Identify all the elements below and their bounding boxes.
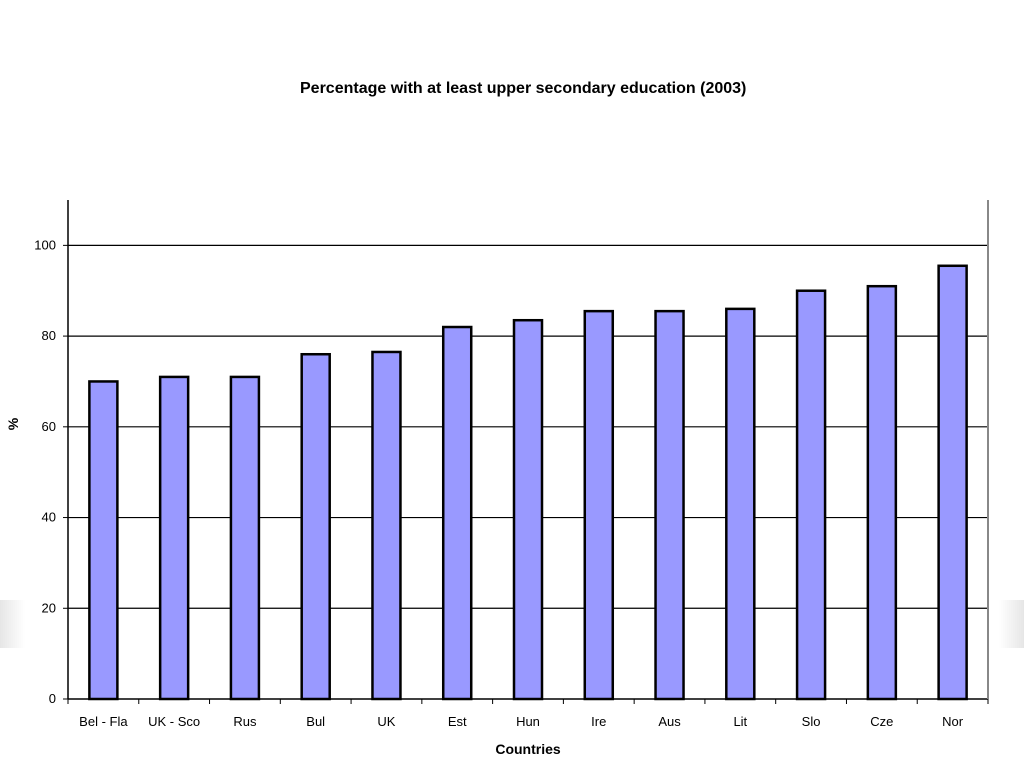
y-tick-label: 20 [42,600,56,615]
bar-bel-fla [88,380,119,701]
x-tick-label: Hun [516,714,540,729]
x-tick-label: Nor [942,714,964,729]
bar-ire [583,309,615,701]
chart-title: Percentage with at least upper secondary… [300,80,747,97]
x-tick-label: Rus [233,714,257,729]
x-tick-label: Slo [802,714,821,729]
bar-slo [795,289,827,701]
y-tick-labels: 0 20 40 60 80 100 [34,237,68,706]
axes [67,200,989,700]
y-axis-title: % [5,417,21,430]
bar-uk [371,350,402,701]
x-tick-label: Lit [733,714,747,729]
y-tick-label: 0 [49,691,56,706]
bar-nor [937,264,968,701]
y-tick-label: 80 [42,328,56,343]
bar-est [441,325,473,701]
bars [88,264,968,701]
y-tick-label: 60 [42,419,56,434]
x-axis-title: Countries [495,741,561,757]
right-edge-shade [999,600,1024,648]
x-tick-label: Cze [870,714,893,729]
bar-lit [725,307,756,701]
bar-cze [866,284,898,701]
bar-uk-sco [158,375,190,701]
x-tick-label: Bel - Fla [79,714,128,729]
x-tick-label: Aus [658,714,681,729]
x-tick-label: Bul [306,714,325,729]
x-tick-labels: Bel - Fla UK - Sco Rus Bul UK Est Hun Ire Aus Lit… [67,699,989,729]
x-tick-label: UK - Sco [148,714,200,729]
x-tick-label: UK [377,714,395,729]
bar-aus [654,309,685,701]
x-tick-label: Ire [591,714,606,729]
left-edge-shade [0,600,25,648]
x-tick-label: Est [448,714,467,729]
bar-bul [300,352,331,701]
bar-rus [229,375,261,701]
y-tick-label: 40 [42,510,56,525]
y-tick-label: 100 [34,237,56,252]
bar-hun [512,318,544,701]
